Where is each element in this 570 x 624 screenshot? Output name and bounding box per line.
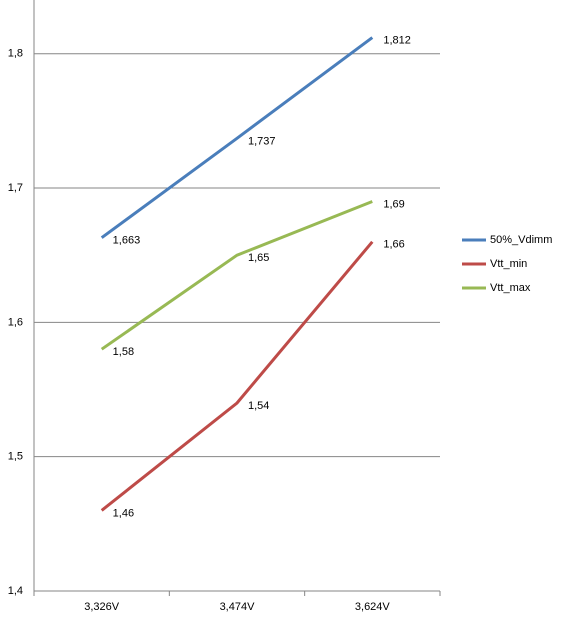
x-tick-label: 3,624V bbox=[355, 601, 391, 613]
data-label: 1,54 bbox=[248, 400, 269, 412]
data-label: 1,58 bbox=[113, 346, 134, 358]
data-label: 1,812 bbox=[383, 35, 411, 47]
y-tick-label: 1,5 bbox=[8, 451, 23, 463]
data-label: 1,663 bbox=[113, 235, 141, 247]
data-label: 1,69 bbox=[383, 198, 404, 210]
y-tick-label: 1,7 bbox=[8, 182, 23, 194]
data-label: 1,65 bbox=[248, 252, 269, 264]
legend-label: 50%_Vdimm bbox=[490, 234, 552, 246]
data-label: 1,46 bbox=[113, 507, 134, 519]
series-line bbox=[100, 36, 374, 239]
x-tick-label: 3,326V bbox=[84, 601, 120, 613]
legend-label: Vtt_min bbox=[490, 258, 527, 270]
series-line bbox=[100, 240, 374, 512]
x-tick-label: 3,474V bbox=[220, 601, 256, 613]
y-tick-label: 1,8 bbox=[8, 48, 23, 60]
data-label: 1,66 bbox=[383, 239, 404, 251]
data-label: 1,737 bbox=[248, 135, 276, 147]
y-tick-label: 1,4 bbox=[8, 585, 23, 597]
y-tick-label: 1,6 bbox=[8, 316, 23, 328]
series-line bbox=[100, 200, 373, 351]
legend-label: Vtt_max bbox=[490, 282, 531, 294]
